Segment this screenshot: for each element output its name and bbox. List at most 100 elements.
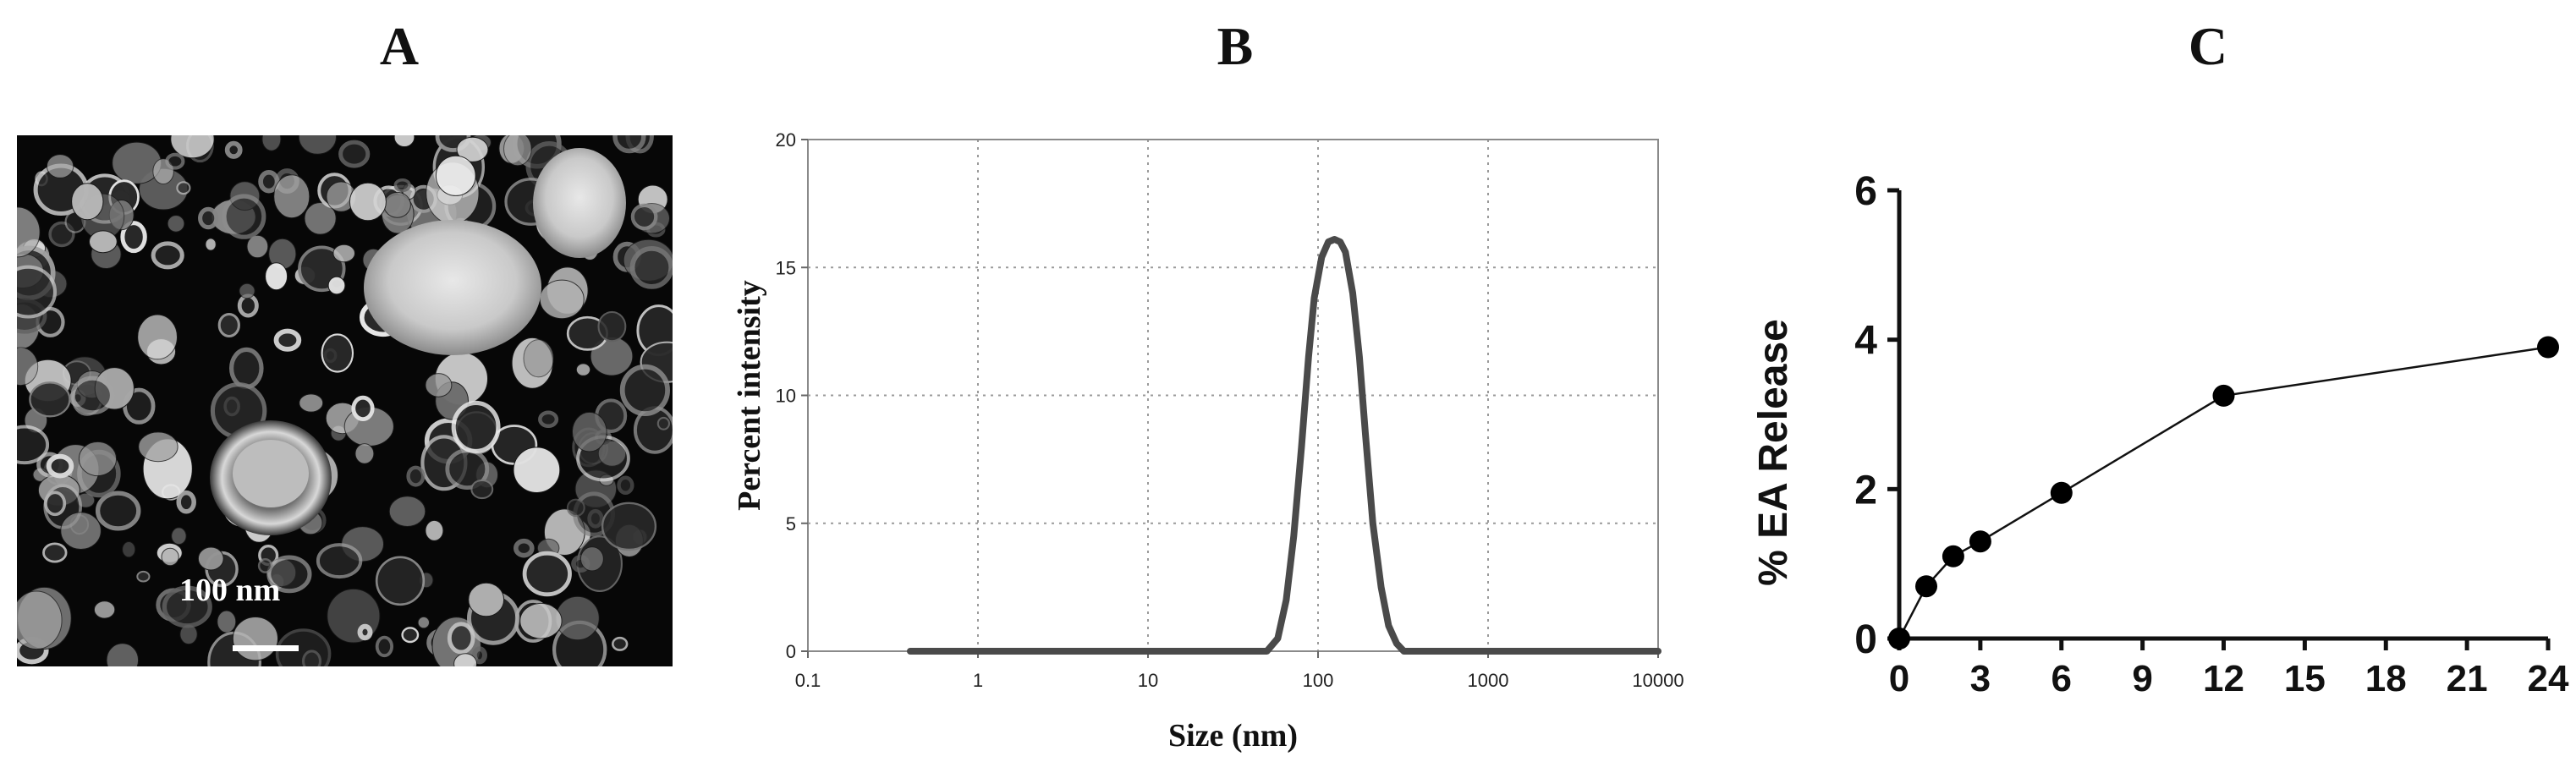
particle bbox=[42, 542, 68, 563]
x-tick-label: 1 bbox=[973, 670, 983, 691]
particle bbox=[513, 447, 561, 494]
particle bbox=[60, 512, 102, 551]
plot-frame bbox=[807, 139, 1659, 652]
particle bbox=[205, 238, 217, 251]
y-tick-label: 0 bbox=[1854, 617, 1877, 662]
particle bbox=[555, 595, 600, 641]
particle bbox=[151, 241, 184, 270]
particle bbox=[357, 623, 373, 641]
y-tick-label: 2 bbox=[1854, 468, 1877, 513]
x-tick-label: 3 bbox=[1970, 658, 1991, 699]
data-point bbox=[1915, 575, 1937, 598]
particle bbox=[338, 140, 371, 168]
y-tick-label: 5 bbox=[786, 513, 796, 534]
particle bbox=[435, 155, 476, 196]
particle bbox=[470, 479, 494, 500]
particle bbox=[162, 585, 212, 628]
particle bbox=[597, 310, 627, 343]
particle bbox=[575, 363, 591, 376]
size-distribution-svg: 0.1 1 10 100 1000 10000 0 5 10 15 20 Size (nm) Perce… bbox=[732, 129, 1684, 754]
particle bbox=[349, 182, 387, 222]
panel-label-a: A bbox=[379, 16, 420, 76]
series-line bbox=[907, 236, 1661, 655]
large-particle bbox=[533, 148, 626, 258]
particle bbox=[579, 546, 604, 572]
particle bbox=[354, 443, 375, 464]
particle bbox=[304, 202, 337, 235]
particle bbox=[332, 244, 356, 263]
particle bbox=[388, 496, 426, 528]
particle bbox=[266, 555, 312, 594]
particle bbox=[656, 416, 671, 430]
data-point bbox=[2050, 481, 2073, 504]
particle bbox=[383, 191, 411, 218]
x-tick-label: 1000 bbox=[1468, 670, 1509, 691]
particle bbox=[257, 557, 273, 573]
particle bbox=[299, 393, 324, 413]
particle bbox=[165, 152, 185, 170]
x-tick-label: 0 bbox=[1889, 658, 1909, 699]
particle bbox=[375, 635, 393, 658]
particle bbox=[217, 312, 240, 338]
particle bbox=[265, 262, 288, 291]
particle bbox=[572, 411, 607, 452]
panel-label-c: C bbox=[2188, 16, 2228, 76]
x-tick-label: 21 bbox=[2447, 658, 2488, 699]
x-tick-label: 10000 bbox=[1632, 670, 1683, 691]
particle bbox=[137, 314, 179, 360]
particle bbox=[0, 265, 58, 319]
particle bbox=[217, 610, 237, 633]
particle bbox=[611, 636, 629, 651]
x-tick-label: 6 bbox=[2051, 658, 2072, 699]
particle bbox=[393, 178, 411, 193]
particle bbox=[321, 333, 354, 373]
x-axis-label: Size (nm) bbox=[1168, 718, 1298, 753]
panel-label-b: B bbox=[1217, 16, 1254, 76]
micrograph-image: 100 nm bbox=[0, 118, 695, 693]
particle bbox=[519, 602, 563, 639]
particle bbox=[351, 395, 375, 421]
particle bbox=[70, 376, 115, 415]
y-tick-label: 20 bbox=[776, 129, 796, 151]
x-tick-label: 12 bbox=[2203, 658, 2244, 699]
particle bbox=[617, 475, 634, 496]
particle bbox=[224, 140, 243, 159]
particle bbox=[538, 410, 559, 429]
particle bbox=[406, 465, 426, 487]
particle bbox=[523, 339, 554, 378]
x-tick-label: 10 bbox=[1138, 670, 1158, 691]
scale-bar-label: 100 nm bbox=[179, 573, 280, 608]
x-tick-label: 9 bbox=[2132, 658, 2152, 699]
particle bbox=[566, 498, 585, 518]
y-tick-label: 15 bbox=[776, 257, 796, 278]
particle bbox=[273, 328, 302, 352]
particle bbox=[228, 347, 264, 389]
particle bbox=[10, 590, 63, 650]
particle bbox=[513, 538, 535, 558]
x-tick-label: 100 bbox=[1303, 670, 1334, 691]
particle bbox=[93, 600, 116, 619]
data-point bbox=[2212, 384, 2235, 407]
particle bbox=[503, 131, 532, 167]
particle bbox=[46, 154, 74, 178]
x-tick-label: 18 bbox=[2365, 658, 2407, 699]
particle bbox=[601, 502, 657, 551]
particle bbox=[451, 400, 501, 453]
particle bbox=[447, 622, 475, 655]
particle bbox=[258, 169, 280, 194]
particle bbox=[375, 556, 426, 606]
particle bbox=[138, 431, 179, 463]
particle bbox=[237, 293, 259, 318]
particle bbox=[425, 519, 444, 541]
particle bbox=[176, 181, 191, 195]
particle bbox=[273, 174, 310, 219]
particle bbox=[161, 547, 179, 567]
particle bbox=[46, 453, 74, 479]
particle bbox=[612, 119, 646, 154]
particle bbox=[44, 491, 67, 517]
particle-core bbox=[233, 440, 309, 507]
tem-micrograph: 100 nm bbox=[0, 118, 695, 693]
particle bbox=[425, 373, 453, 397]
particle bbox=[456, 136, 489, 162]
particle bbox=[197, 546, 224, 571]
